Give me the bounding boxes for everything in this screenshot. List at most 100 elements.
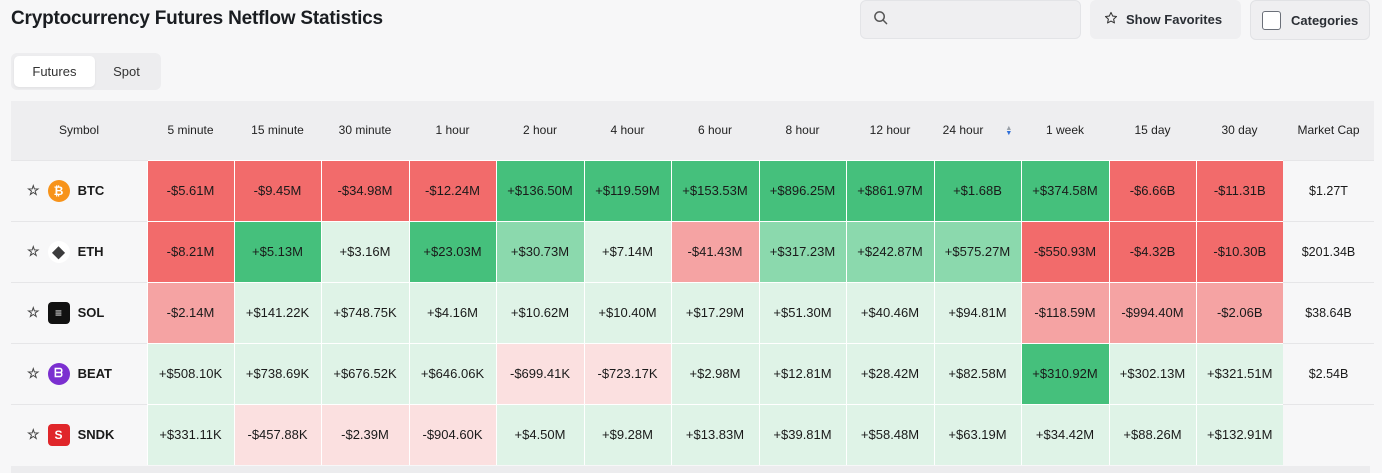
table-row[interactable]: ☆ S SNDK +$331.11K -$457.88K -$2.39M -$904.60K… [11, 403, 1374, 465]
column-header-5-minute[interactable]: 5 minute [147, 101, 234, 160]
table-row[interactable]: ☆ ≡ SOL -$2.14M +$141.22K +$748.75K +$4.16M +$1… [11, 281, 1374, 343]
netflow-cell: +$575.27M [933, 220, 1021, 282]
netflow-cell: +$242.87M [845, 220, 934, 282]
netflow-cell: +$861.97M [845, 159, 934, 221]
favorite-star-icon[interactable]: ☆ [27, 365, 40, 381]
netflow-cell: +$3.16M [320, 220, 409, 282]
netflow-cell: +$4.50M [495, 403, 584, 465]
table-row[interactable]: ☆ ₿ BTC -$5.61M -$9.45M -$34.98M -$12.24M +$136… [11, 159, 1374, 221]
search-icon [873, 10, 888, 30]
netflow-cell: +$331.11K [146, 403, 234, 465]
netflow-cell: -$2.06B [1195, 281, 1283, 343]
netflow-cell: +$40.46M [845, 281, 934, 343]
column-header-24-hour[interactable]: 24 hour ▲ ▼ [934, 101, 1021, 160]
categories-button[interactable]: Categories [1250, 0, 1370, 40]
column-header-12-hour[interactable]: 12 hour [846, 101, 934, 160]
netflow-cell: +$34.42M [1020, 403, 1109, 465]
netflow-cell: +$13.83M [670, 403, 759, 465]
table-row[interactable]: ☆ ᗷ BEAT +$508.10K +$738.69K +$676.52K +$646.0… [11, 342, 1374, 404]
netflow-cell: +$58.48M [845, 403, 934, 465]
column-header-4-hour[interactable]: 4 hour [584, 101, 671, 160]
netflow-cell: +$1.68B [933, 159, 1021, 221]
netflow-cell: -$723.17K [583, 342, 671, 404]
column-header-label: 2 hour [522, 123, 558, 138]
search-box[interactable] [860, 0, 1081, 39]
column-header-1-hour[interactable]: 1 hour [409, 101, 496, 160]
column-header-2-hour[interactable]: 2 hour [496, 101, 584, 160]
symbol-cell: ☆ S SNDK [11, 403, 147, 465]
symbol-label[interactable]: BTC [77, 183, 105, 198]
sort-icon[interactable]: ▲ ▼ [1005, 125, 1013, 138]
netflow-cell: +$7.14M [583, 220, 671, 282]
column-header-label: 24 hour [942, 123, 984, 138]
column-header-30-minute[interactable]: 30 minute [321, 101, 409, 160]
favorite-star-icon[interactable]: ☆ [27, 182, 40, 198]
tab-spot[interactable]: Spot [113, 64, 140, 79]
symbol-label[interactable]: ETH [77, 244, 104, 259]
netflow-cell: -$10.30B [1195, 220, 1283, 282]
netflow-cell: +$23.03M [408, 220, 496, 282]
favorite-star-icon[interactable]: ☆ [27, 304, 40, 320]
netflow-cell: -$2.14M [146, 281, 234, 343]
column-header-label: 15 day [1134, 123, 1171, 138]
netflow-table: Symbol 5 minute 15 minute 30 minute 1 hour 2 … [11, 101, 1374, 465]
column-header-label: 30 day [1221, 123, 1258, 138]
favorite-star-icon[interactable]: ☆ [27, 426, 40, 443]
netflow-cell: +$738.69K [233, 342, 321, 404]
symbol-label[interactable]: SOL [77, 305, 105, 320]
next-row-peek [11, 466, 1370, 473]
netflow-cell: +$28.42M [845, 342, 934, 404]
netflow-cell: +$30.73M [495, 220, 584, 282]
netflow-cell: +$141.22K [233, 281, 321, 343]
column-header-30-day[interactable]: 30 day [1196, 101, 1283, 160]
categories-checkbox[interactable] [1262, 10, 1281, 30]
netflow-cell: +$676.52K [320, 342, 409, 404]
netflow-cell: +$896.25M [758, 159, 846, 221]
netflow-cell: -$41.43M [670, 220, 759, 282]
column-header-label: 4 hour [610, 123, 645, 138]
favorite-star-icon[interactable]: ☆ [27, 243, 40, 259]
symbol-cell: ☆ ◆ ETH [11, 220, 147, 282]
netflow-cell: -$904.60K [408, 403, 496, 465]
netflow-cell: +$119.59M [583, 159, 671, 221]
netflow-cell: +$9.28M [583, 403, 671, 465]
column-header-8-hour[interactable]: 8 hour [759, 101, 846, 160]
netflow-cell: +$88.26M [1108, 403, 1196, 465]
netflow-cell: -$457.88K [233, 403, 321, 465]
bitcoin-icon: ₿ [47, 179, 70, 202]
netflow-cell: +$51.30M [758, 281, 846, 343]
netflow-cell: -$6.66B [1108, 159, 1196, 221]
column-header-symbol[interactable]: Symbol [11, 101, 147, 160]
netflow-cell: +$17.29M [670, 281, 759, 343]
sandisk-icon: S [47, 423, 70, 446]
column-header-market-cap[interactable]: Market Cap [1283, 101, 1374, 160]
solana-icon: ≡ [47, 301, 70, 324]
column-header-label: 15 minute [251, 123, 304, 138]
symbol-label[interactable]: SNDK [77, 427, 115, 443]
symbol-label[interactable]: BEAT [77, 366, 112, 381]
netflow-cell: +$508.10K [146, 342, 234, 404]
show-favorites-label: Show Favorites [1126, 12, 1223, 27]
column-header-label: 12 hour [869, 123, 911, 138]
symbol-cell: ☆ ≡ SOL [11, 281, 147, 343]
table-row[interactable]: ☆ ◆ ETH -$8.21M +$5.13M +$3.16M +$23.03M +$30.7… [11, 220, 1374, 282]
netflow-cell: +$4.16M [408, 281, 496, 343]
column-header-6-hour[interactable]: 6 hour [671, 101, 759, 160]
column-header-label: 6 hour [697, 123, 733, 138]
column-header-1-week[interactable]: 1 week [1021, 101, 1109, 160]
netflow-cell: +$646.06K [408, 342, 496, 404]
netflow-cell: +$317.23M [758, 220, 846, 282]
show-favorites-button[interactable]: Show Favorites [1090, 0, 1241, 39]
netflow-cell: +$5.13M [233, 220, 321, 282]
tab-futures[interactable]: Futures [14, 56, 95, 87]
star-icon [1104, 11, 1118, 28]
netflow-cell: +$748.75K [320, 281, 409, 343]
column-header-15-day[interactable]: 15 day [1109, 101, 1196, 160]
column-header-15-minute[interactable]: 15 minute [234, 101, 321, 160]
netflow-cell: -$12.24M [408, 159, 496, 221]
search-input[interactable] [896, 12, 1076, 27]
netflow-cell: +$39.81M [758, 403, 846, 465]
market-cap-cell: $201.34B [1283, 220, 1374, 282]
market-cap-cell: $1.27T [1283, 159, 1374, 221]
page-title: Cryptocurrency Futures Netflow Statistic… [11, 8, 383, 29]
